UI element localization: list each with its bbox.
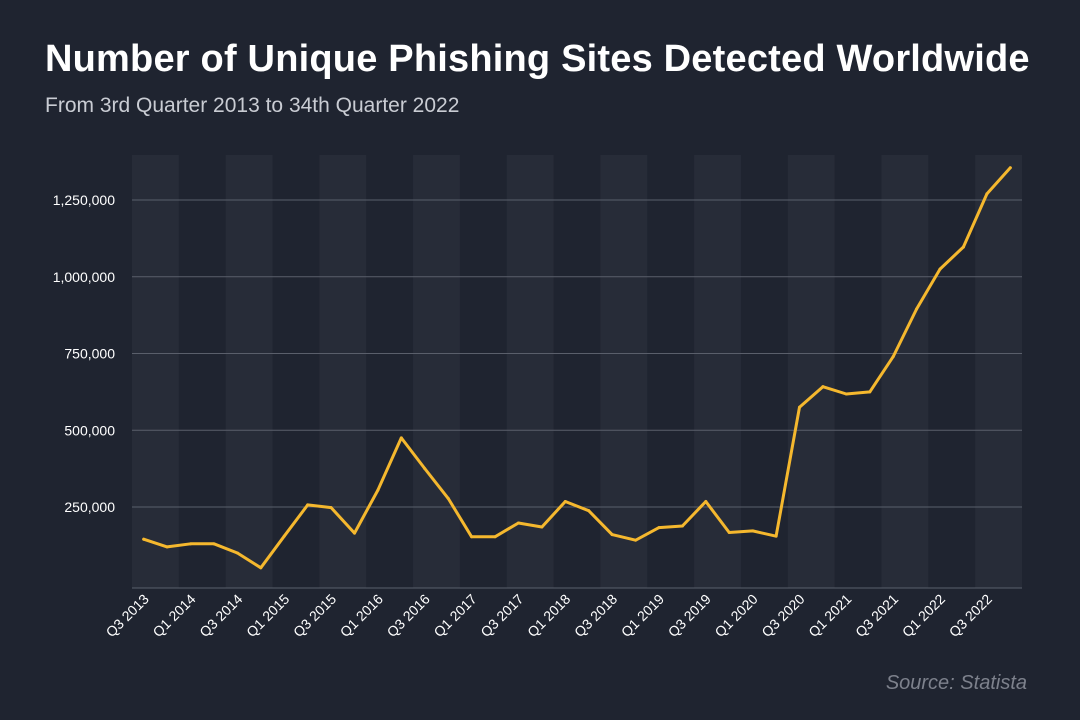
data-point bbox=[587, 509, 591, 513]
data-point bbox=[751, 529, 755, 533]
data-point bbox=[399, 436, 403, 440]
chart-title: Number of Unique Phishing Sites Detected… bbox=[45, 38, 1030, 80]
x-tick-label: Q3 2013 bbox=[103, 591, 152, 640]
x-tick-label: Q1 2022 bbox=[899, 591, 948, 640]
data-point bbox=[844, 392, 848, 396]
y-tick-label: 250,000 bbox=[64, 499, 115, 515]
data-point bbox=[540, 525, 544, 529]
y-tick-label: 1,000,000 bbox=[53, 269, 115, 285]
data-point bbox=[868, 390, 872, 394]
x-tick-label: Q1 2019 bbox=[618, 591, 667, 640]
x-tick-label: Q1 2017 bbox=[430, 591, 479, 640]
background-band bbox=[319, 155, 367, 588]
data-point bbox=[610, 533, 614, 537]
data-point bbox=[915, 307, 919, 311]
background-band bbox=[694, 155, 741, 588]
data-point bbox=[961, 245, 965, 249]
data-point bbox=[470, 535, 474, 539]
x-tick-label: Q1 2014 bbox=[149, 591, 198, 640]
background-band bbox=[225, 155, 273, 588]
data-point bbox=[657, 526, 661, 530]
background-bands bbox=[132, 155, 1022, 588]
x-tick-label: Q1 2015 bbox=[243, 591, 292, 640]
x-tick-label: Q3 2020 bbox=[758, 591, 807, 640]
data-point bbox=[212, 542, 216, 546]
data-point bbox=[235, 551, 239, 555]
x-tick-label: Q3 2015 bbox=[290, 591, 339, 640]
data-point bbox=[306, 503, 310, 507]
background-band bbox=[413, 155, 460, 588]
background-band bbox=[975, 155, 1022, 588]
series-layer bbox=[142, 166, 1012, 570]
data-point bbox=[680, 524, 684, 528]
x-tick-label: Q3 2018 bbox=[571, 591, 620, 640]
x-tick-label: Q1 2018 bbox=[524, 591, 573, 640]
x-tick-label: Q1 2016 bbox=[337, 591, 386, 640]
data-point bbox=[282, 534, 286, 538]
data-point bbox=[189, 542, 193, 546]
chart-subtitle: From 3rd Quarter 2013 to 34th Quarter 20… bbox=[45, 94, 460, 117]
data-point bbox=[353, 531, 356, 535]
data-point bbox=[165, 545, 169, 549]
background-band bbox=[600, 155, 648, 588]
data-point bbox=[1008, 166, 1012, 170]
data-point bbox=[891, 355, 895, 359]
data-point bbox=[727, 530, 731, 534]
background-band bbox=[787, 155, 835, 588]
data-point bbox=[259, 566, 263, 570]
data-point bbox=[938, 267, 942, 271]
x-tick-label: Q3 2014 bbox=[196, 591, 245, 640]
data-point bbox=[563, 499, 567, 503]
data-point bbox=[798, 405, 801, 409]
data-point bbox=[985, 192, 989, 196]
y-tick-label: 750,000 bbox=[64, 346, 115, 362]
data-point bbox=[821, 385, 825, 389]
source-note: Source: Statista bbox=[885, 672, 1027, 694]
x-tick-label: Q3 2019 bbox=[665, 591, 714, 640]
background-band bbox=[881, 155, 929, 588]
data-point bbox=[423, 467, 427, 471]
y-tick-label: 1,250,000 bbox=[53, 192, 115, 208]
x-tick-label: Q3 2022 bbox=[946, 591, 995, 640]
data-point bbox=[142, 537, 146, 541]
x-tick-label: Q1 2021 bbox=[805, 591, 854, 640]
data-point bbox=[329, 506, 333, 510]
data-point bbox=[493, 535, 497, 539]
data-point bbox=[446, 496, 450, 500]
data-point bbox=[704, 499, 708, 503]
x-tick-label: Q3 2021 bbox=[852, 591, 901, 640]
data-point bbox=[774, 534, 778, 538]
y-tick-label: 500,000 bbox=[64, 422, 115, 438]
x-tick-label: Q3 2017 bbox=[477, 591, 526, 640]
data-point bbox=[634, 538, 638, 542]
data-point bbox=[516, 521, 520, 525]
x-tick-label: Q1 2020 bbox=[711, 591, 760, 640]
x-tick-label: Q3 2016 bbox=[384, 591, 433, 640]
background-band bbox=[506, 155, 554, 588]
series-line bbox=[142, 166, 1012, 570]
y-axis: 250,000 500,000 750,000 1,000,000 1,250,000 bbox=[53, 192, 116, 515]
background-band bbox=[132, 155, 179, 588]
data-point bbox=[376, 488, 380, 492]
